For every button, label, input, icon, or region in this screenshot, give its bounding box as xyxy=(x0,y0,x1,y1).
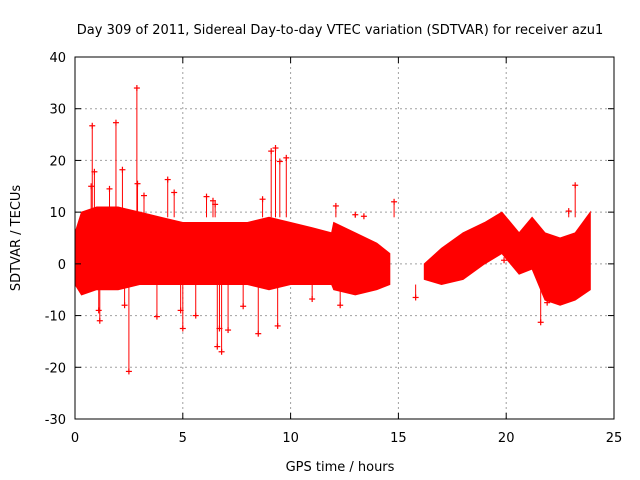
axis-ticks: 0 5 10 15 20 25 -30 -20 -10 0 10 20 30 40 xyxy=(45,51,623,446)
y-tick-label: 30 xyxy=(49,103,66,118)
x-tick-label: 15 xyxy=(390,431,407,446)
data-point xyxy=(412,284,419,301)
data-point xyxy=(360,213,367,220)
y-tick-label: 20 xyxy=(49,154,66,169)
chart-title: Day 309 of 2011, Sidereal Day-to-day VTE… xyxy=(77,23,603,38)
data-point xyxy=(179,284,186,332)
data-point xyxy=(134,180,141,218)
data-point xyxy=(125,284,132,375)
data-point xyxy=(133,85,140,218)
data-point xyxy=(164,176,171,218)
data-point xyxy=(337,284,344,309)
data-point xyxy=(352,211,359,218)
x-tick-label: 25 xyxy=(606,431,623,446)
y-tick-label: -20 xyxy=(45,361,66,376)
data-point xyxy=(88,183,95,218)
data-point xyxy=(240,284,247,310)
data-point xyxy=(112,119,119,218)
data-point xyxy=(106,185,113,218)
x-tick-label: 5 xyxy=(179,431,187,446)
y-tick-label: -30 xyxy=(45,413,66,428)
data-point xyxy=(268,148,275,218)
data-point xyxy=(572,182,579,218)
data-point xyxy=(255,284,262,337)
data-point xyxy=(95,284,102,314)
sdtvar-band xyxy=(423,210,591,306)
data-point xyxy=(209,197,216,218)
data-point xyxy=(225,284,232,334)
data-point xyxy=(171,189,178,218)
data-point xyxy=(214,284,221,350)
x-axis-label: GPS time / hours xyxy=(286,460,395,475)
plot-frame xyxy=(74,56,615,420)
data-point xyxy=(177,284,184,314)
data-point xyxy=(218,284,225,355)
data-point xyxy=(544,284,551,306)
data-point xyxy=(121,284,128,309)
data-layer xyxy=(74,85,591,375)
x-tick-label: 20 xyxy=(498,431,515,446)
data-point xyxy=(91,168,98,218)
data-point xyxy=(276,158,283,218)
y-tick-label: -10 xyxy=(45,310,66,325)
data-point xyxy=(96,284,103,324)
data-point xyxy=(391,198,398,218)
data-point xyxy=(309,284,316,303)
x-tick-label: 10 xyxy=(282,431,299,446)
data-point xyxy=(332,202,339,218)
data-point xyxy=(283,154,290,218)
y-tick-label: 0 xyxy=(58,258,66,273)
x-tick-label: 0 xyxy=(71,431,79,446)
data-point xyxy=(192,284,199,319)
y-tick-label: 10 xyxy=(49,206,66,221)
data-point xyxy=(565,208,572,218)
data-point xyxy=(140,192,147,218)
data-point xyxy=(537,284,544,326)
data-point xyxy=(272,145,279,218)
y-tick-label: 40 xyxy=(49,51,66,66)
data-point xyxy=(259,196,266,218)
data-point xyxy=(501,257,508,264)
sdtvar-band xyxy=(74,206,391,296)
y-axis-label: SDTVAR / TECUs xyxy=(9,185,24,292)
data-point xyxy=(212,201,219,218)
data-point xyxy=(153,284,160,320)
data-point xyxy=(119,166,126,218)
data-point xyxy=(203,193,210,218)
data-point xyxy=(274,284,281,329)
